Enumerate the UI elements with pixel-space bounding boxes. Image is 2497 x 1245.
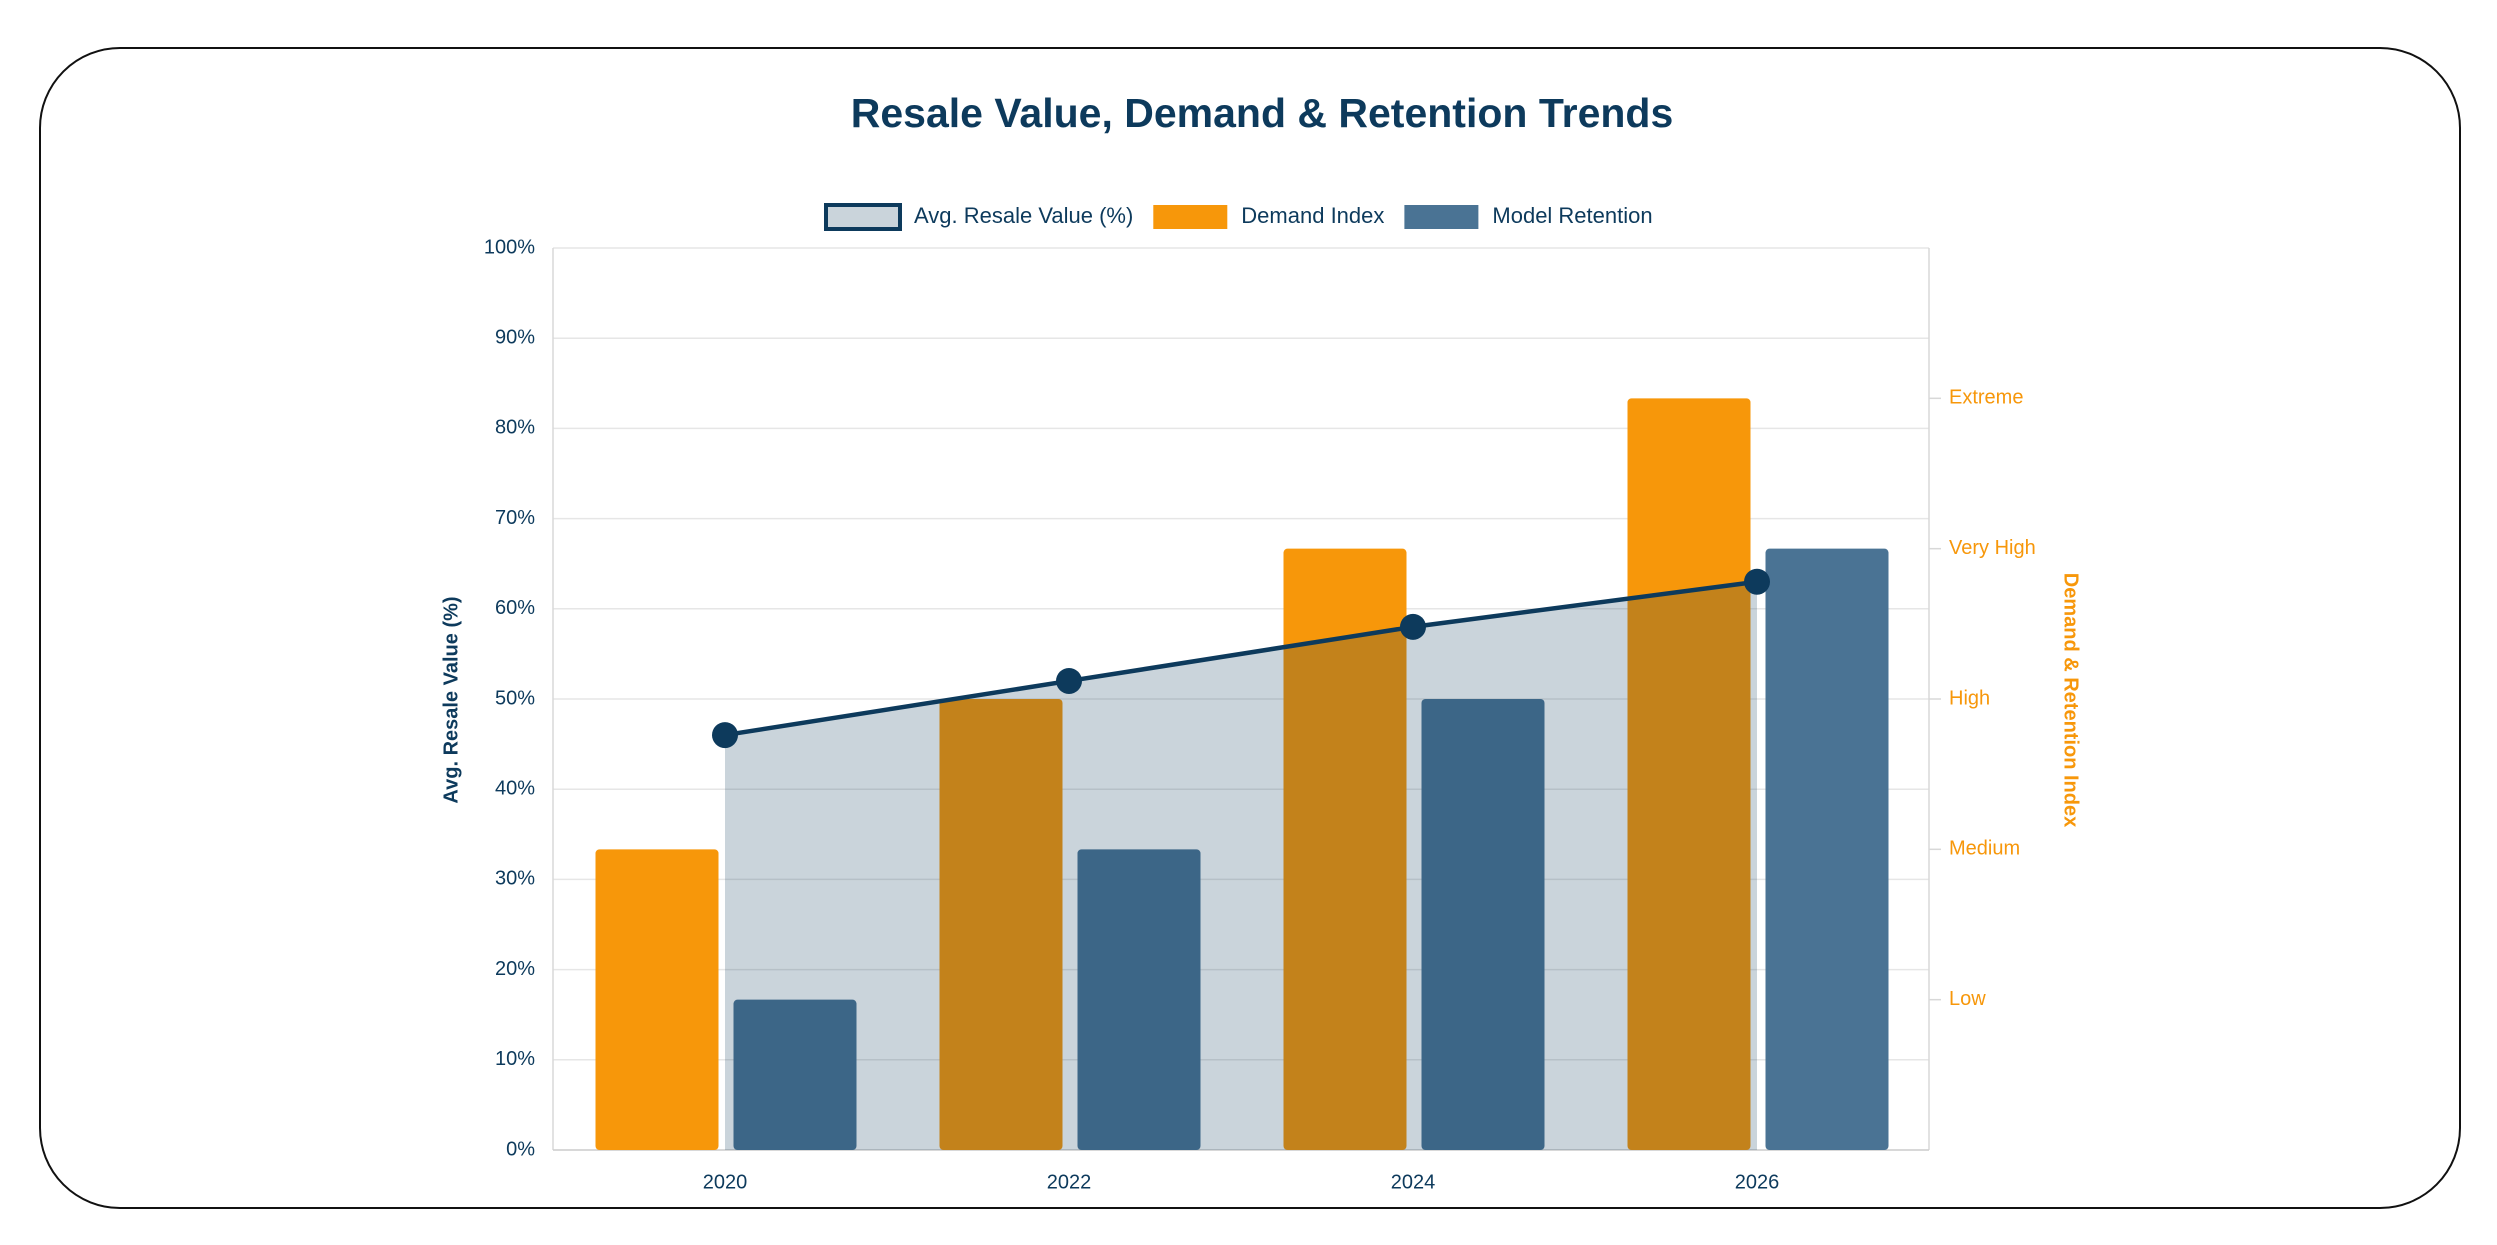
chart-title: Resale Value, Demand & Retention Trends xyxy=(851,90,1674,136)
legend-label: Model Retention xyxy=(1492,203,1652,228)
x-tick-label: 2020 xyxy=(703,1171,748,1193)
y-tick-label: 70% xyxy=(495,507,535,529)
bar xyxy=(1421,699,1545,1150)
y-tick-label: 100% xyxy=(484,236,535,258)
legend-swatch xyxy=(1404,205,1479,229)
y-tick-label: 40% xyxy=(495,777,535,799)
y-tick-label: 0% xyxy=(506,1138,535,1160)
bar xyxy=(595,849,719,1150)
line-marker xyxy=(712,722,738,749)
line xyxy=(724,579,1758,738)
bar xyxy=(1077,849,1201,1150)
y2-axis-title: Demand & Retention Index xyxy=(2060,573,2082,827)
x-tick-label: 2022 xyxy=(1047,1171,1092,1193)
y-tick-label: 90% xyxy=(495,326,535,348)
line-marker xyxy=(1744,568,1770,595)
legend-swatch xyxy=(1153,205,1228,229)
y-tick-label: 20% xyxy=(495,958,535,980)
legend-swatch xyxy=(824,203,902,231)
y2-tick-label: Medium xyxy=(1949,838,2020,860)
y-tick-label: 30% xyxy=(495,868,535,890)
y2-tick-label: Extreme xyxy=(1949,387,2023,409)
bar xyxy=(1283,548,1407,1150)
y-tick-label: 50% xyxy=(495,687,535,709)
area xyxy=(725,581,1757,1150)
y2-tick-label: High xyxy=(1949,687,1990,709)
y-tick-label: 10% xyxy=(495,1048,535,1070)
line-marker xyxy=(1400,613,1426,640)
bar xyxy=(733,999,857,1150)
y2-tick-label: Low xyxy=(1949,988,1986,1010)
y2-tick-label: Very High xyxy=(1949,537,2036,559)
x-tick-label: 2026 xyxy=(1735,1171,1780,1193)
y-axis-title: Avg. Resale Value (%) xyxy=(440,596,462,803)
line-marker xyxy=(1056,667,1082,694)
legend-label: Demand Index xyxy=(1241,203,1384,228)
bar xyxy=(1765,548,1889,1150)
y-tick-label: 60% xyxy=(495,597,535,619)
bar xyxy=(939,699,1063,1150)
legend-label: Avg. Resale Value (%) xyxy=(914,203,1133,228)
legend: Avg. Resale Value (%) Demand Index Model R… xyxy=(824,203,1653,231)
y-tick-label: 80% xyxy=(495,417,535,439)
x-tick-label: 2024 xyxy=(1391,1171,1436,1193)
